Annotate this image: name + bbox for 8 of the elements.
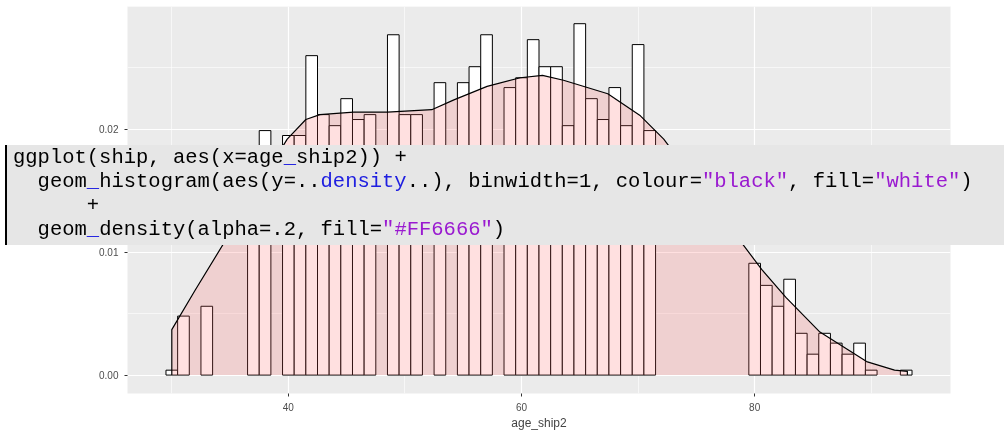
y-tick-label: 0.00 [99,370,119,382]
y-tick-label: 0.01 [99,247,119,259]
x-tick-label: 40 [282,401,295,413]
x-tick-label: 80 [749,401,761,413]
text: ggplot(ship, aes(x=age_ship2)) + geom_histogram(aes(y=..density..), binwidth=1, colour="black", fill="white") + geom_density(alpha=.2, fill="#FF6666") [13,146,973,241]
x-tick-label: 60 [515,401,528,413]
x-axis-title: age_ship2 [511,415,568,430]
y-tick-label: 0.02 [99,124,119,136]
